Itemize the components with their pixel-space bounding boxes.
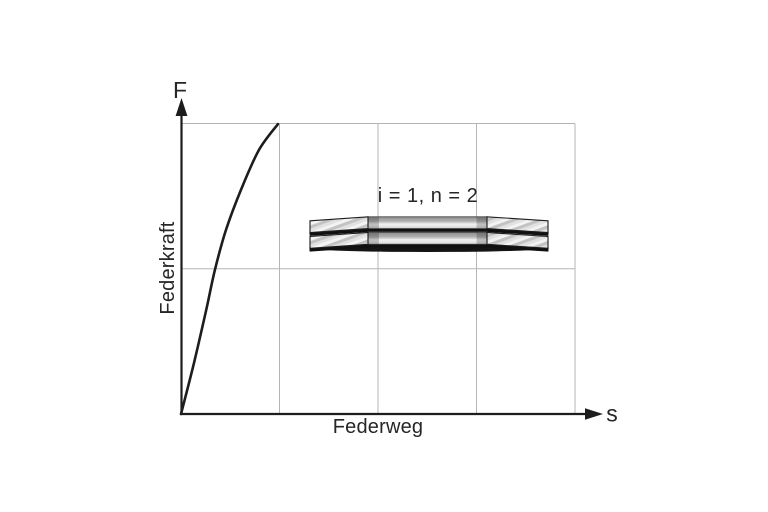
- stack-annotation: i = 1, n = 2: [378, 185, 479, 207]
- x-axis-arrow-icon: [585, 408, 603, 420]
- grid-lines: [181, 123, 576, 414]
- x-axis: [180, 408, 603, 420]
- disc-spring-upper: [310, 217, 549, 234]
- y-axis-arrow-icon: [175, 98, 188, 116]
- y-axis-label: Federkraft: [157, 221, 179, 314]
- disc-spring-lower: [310, 233, 549, 250]
- x-axis-symbol: s: [606, 401, 618, 427]
- x-axis-label: Federweg: [333, 416, 424, 438]
- y-axis-symbol: F: [173, 77, 187, 103]
- disc-spring-illustration: [310, 217, 549, 252]
- spring-characteristic-curve: [179, 122, 280, 416]
- y-axis: [175, 98, 188, 414]
